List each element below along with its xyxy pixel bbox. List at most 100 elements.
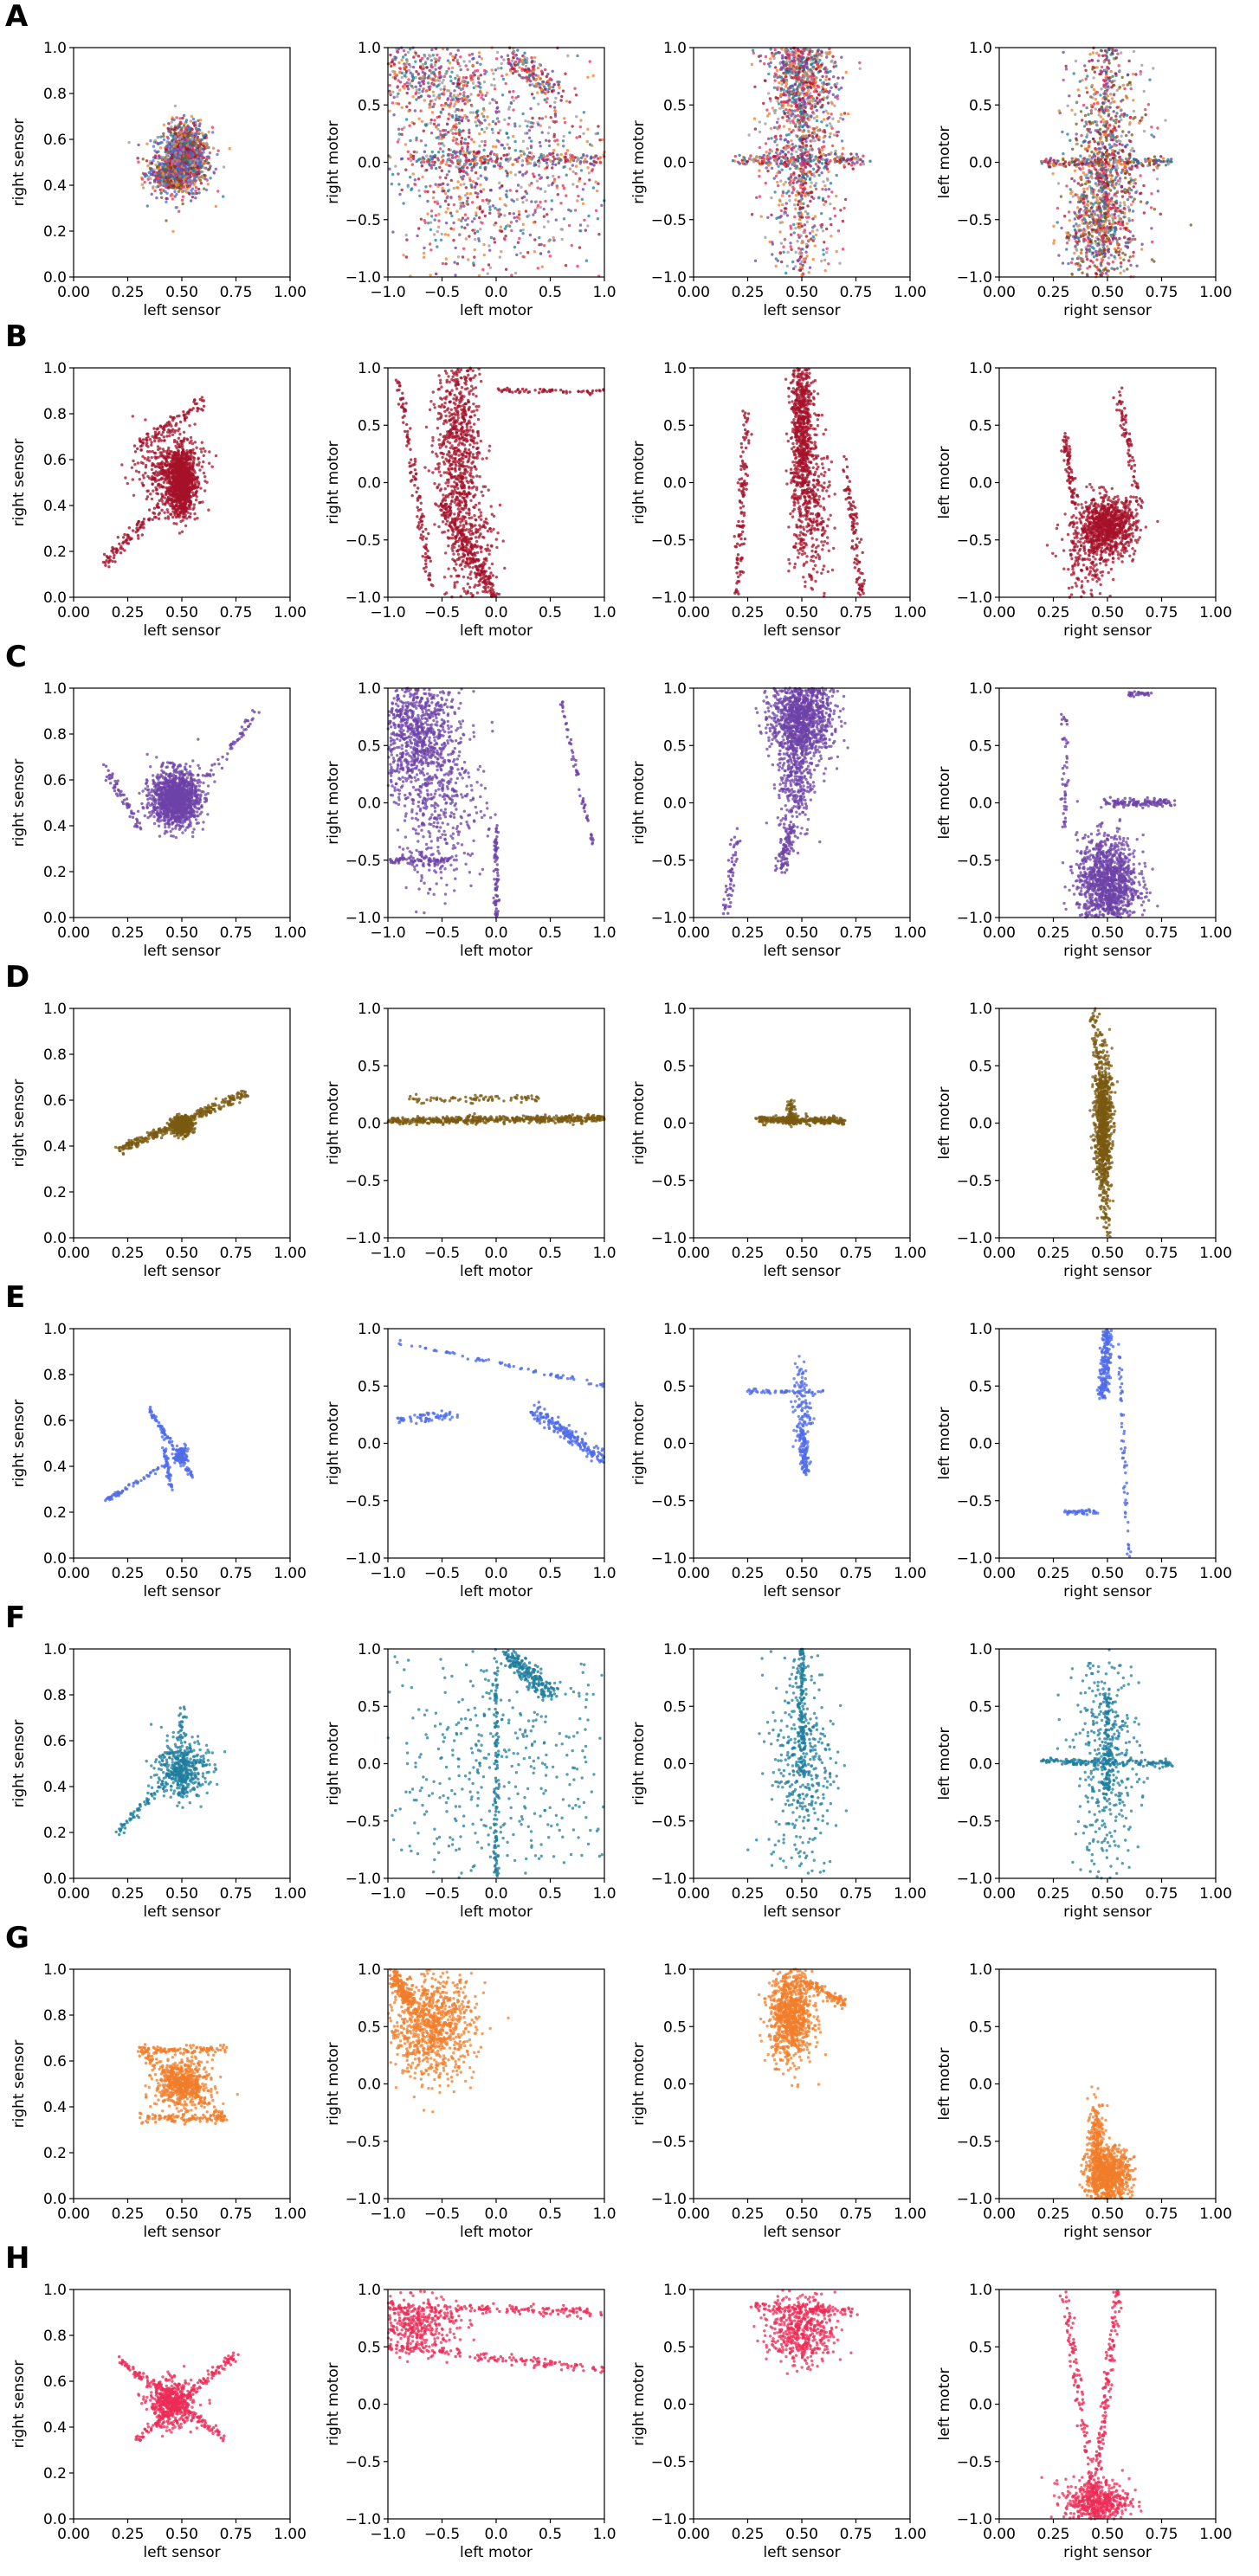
- data-point: [450, 156, 455, 159]
- data-point: [822, 110, 825, 114]
- data-point: [449, 227, 453, 230]
- data-point: [455, 74, 459, 78]
- data-point: [518, 74, 522, 78]
- data-point: [794, 193, 798, 197]
- data-point: [469, 74, 473, 78]
- data-point: [439, 75, 443, 79]
- data-point: [507, 158, 512, 162]
- data-point: [498, 255, 501, 259]
- data-point: [562, 134, 565, 138]
- data-point: [449, 74, 452, 79]
- data-point: [778, 251, 782, 254]
- data-point: [517, 213, 521, 216]
- data-point: [778, 171, 782, 174]
- data-point: [414, 60, 417, 63]
- data-point: [400, 71, 404, 75]
- data-point: [515, 190, 519, 193]
- data-point: [202, 147, 205, 151]
- data-point: [433, 57, 436, 61]
- data-point: [404, 69, 409, 73]
- data-point: [811, 257, 815, 261]
- data-point: [187, 164, 190, 167]
- data-point: [190, 142, 194, 145]
- data-point: [547, 144, 552, 148]
- data-point: [778, 80, 781, 85]
- data-point: [425, 168, 429, 172]
- data-point: [410, 158, 413, 163]
- data-point: [480, 121, 483, 125]
- data-point: [432, 190, 436, 194]
- data-point: [476, 119, 481, 122]
- data-point: [390, 64, 393, 68]
- data-point: [187, 182, 191, 185]
- data-point: [807, 133, 811, 138]
- data-point: [797, 177, 801, 181]
- data-point: [451, 161, 455, 164]
- data-point: [429, 228, 433, 231]
- data-point: [790, 248, 793, 251]
- data-point: [434, 183, 437, 186]
- data-point: [808, 50, 811, 54]
- data-point: [796, 87, 799, 91]
- data-point: [524, 68, 527, 72]
- data-point: [828, 77, 831, 81]
- data-point: [746, 159, 749, 164]
- data-point: [156, 160, 160, 164]
- data-point: [851, 167, 855, 171]
- data-point: [807, 271, 810, 274]
- data-point: [808, 96, 811, 100]
- data-point: [468, 128, 471, 132]
- data-point: [781, 203, 784, 207]
- data-point: [773, 140, 777, 144]
- data-point: [490, 150, 494, 153]
- data-point: [446, 59, 450, 62]
- data-point: [810, 138, 814, 143]
- data-point: [153, 149, 157, 152]
- data-point: [823, 87, 828, 92]
- data-point: [784, 271, 788, 275]
- data-point: [433, 63, 437, 68]
- data-point: [759, 59, 762, 63]
- data-point: [431, 155, 435, 158]
- data-point: [189, 119, 193, 123]
- data-point: [428, 102, 432, 106]
- data-point: [482, 160, 487, 164]
- data-point: [539, 145, 542, 148]
- data-point: [827, 82, 830, 86]
- data-point: [477, 93, 481, 97]
- data-point: [458, 158, 462, 162]
- data-point: [769, 126, 773, 131]
- data-point: [786, 99, 790, 103]
- data-point: [787, 190, 791, 193]
- data-point: [562, 217, 566, 221]
- data-point: [494, 159, 499, 164]
- data-point: [511, 59, 514, 62]
- data-point: [843, 164, 846, 167]
- data-point: [807, 86, 810, 89]
- data-point: [807, 118, 810, 122]
- data-point: [785, 80, 789, 84]
- data-point: [540, 73, 544, 76]
- data-point: [452, 81, 455, 86]
- data-point: [738, 162, 741, 165]
- data-point: [827, 187, 831, 191]
- data-point: [170, 120, 173, 124]
- data-point: [532, 66, 535, 70]
- data-point: [797, 174, 801, 177]
- data-point: [470, 138, 474, 141]
- data-point: [432, 93, 436, 98]
- y-axis-label: right sensor: [10, 119, 28, 207]
- data-point: [483, 166, 487, 170]
- data-point: [753, 259, 758, 262]
- data-point: [190, 166, 193, 171]
- data-point: [527, 129, 532, 132]
- data-point: [781, 162, 785, 166]
- data-point: [411, 77, 415, 81]
- data-point: [455, 262, 460, 266]
- data-point: [406, 50, 410, 55]
- data-point: [137, 143, 140, 147]
- data-point: [536, 66, 540, 70]
- data-point: [560, 94, 564, 99]
- data-point: [449, 211, 453, 215]
